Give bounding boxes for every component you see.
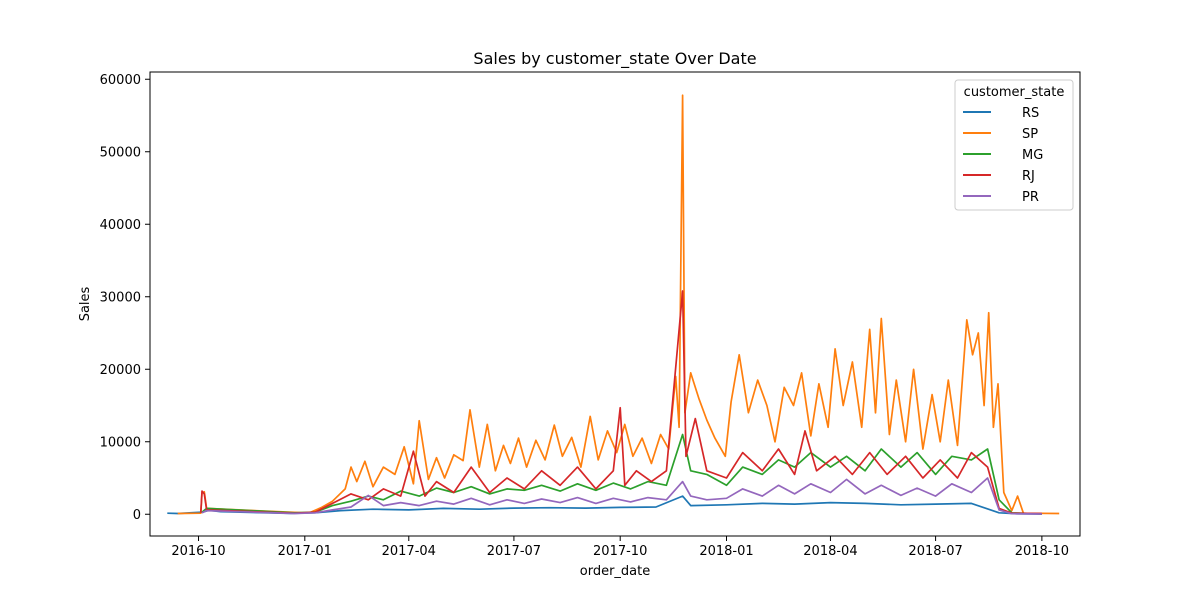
y-tick-label: 50000 [100,145,141,160]
x-axis: 2016-10 2017-01 2017-04 2017-07 2017-10 2018-… [171,536,1069,559]
x-tick-label: 2018-01 [699,544,753,559]
legend-label-mg: MG [1022,148,1043,163]
x-tick-label: 2018-10 [1015,544,1069,559]
x-tick-label: 2017-07 [487,544,541,559]
y-tick-label: 30000 [100,290,141,305]
y-tick-label: 60000 [100,73,141,88]
x-tick-label: 2017-10 [593,544,647,559]
x-tick-label: 2018-04 [803,544,857,559]
plot-area-frame [149,71,1081,537]
y-tick-label: 0 [133,508,141,523]
legend-label-pr: PR [1022,190,1039,205]
series-layer [167,94,1060,515]
y-axis-label: Sales [78,286,93,321]
series-line-pr [201,477,1042,515]
x-tick-label: 2017-01 [278,544,332,559]
chart-title: Sales by customer_state Over Date [473,49,756,69]
x-axis-label: order_date [580,564,650,579]
legend-label-rj: RJ [1022,169,1035,184]
y-tick-label: 10000 [100,435,141,450]
legend-items: RS SP MG RJ PR [963,106,1043,205]
y-axis: 0 10000 20000 30000 40000 50000 60000 [100,73,150,523]
x-tick-label: 2016-10 [171,544,225,559]
y-tick-label: 20000 [100,363,141,378]
legend-label-sp: SP [1022,127,1038,142]
legend: customer_state RS SP MG RJ PR [954,79,1074,211]
legend-title: customer_state [964,85,1065,100]
x-tick-label: 2017-04 [382,544,436,559]
series-line-rj [199,290,1042,515]
x-tick-label: 2018-07 [908,544,962,559]
y-tick-label: 40000 [100,218,141,233]
legend-label-rs: RS [1022,106,1039,121]
